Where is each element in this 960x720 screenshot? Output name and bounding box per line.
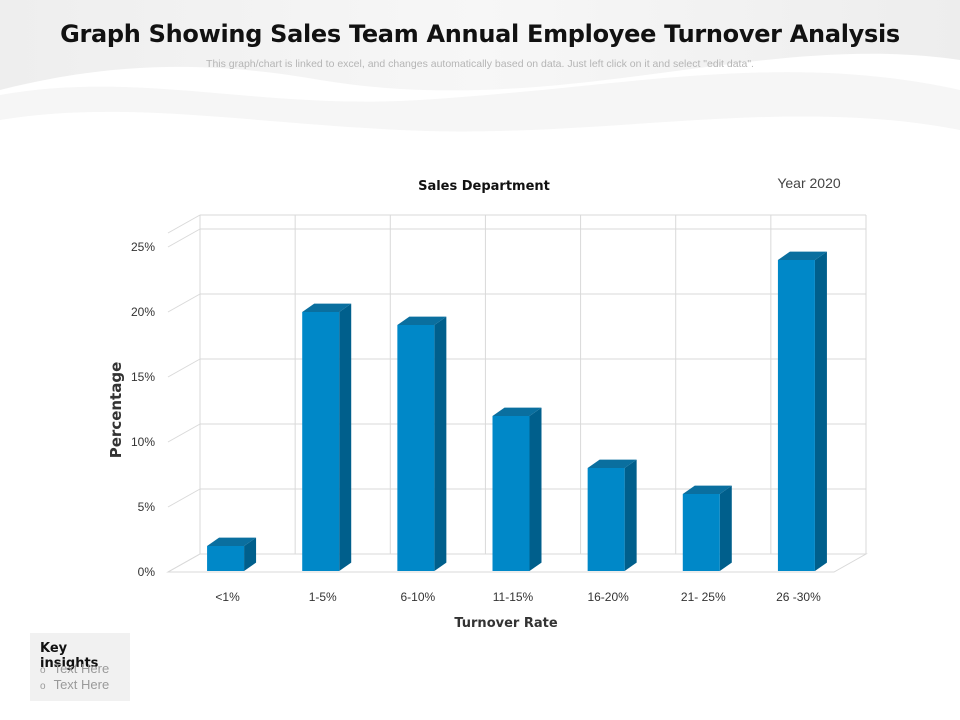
bullet-icon: o	[40, 681, 46, 692]
y-tick-label: 5%	[138, 500, 156, 514]
background-swoosh	[0, 0, 960, 132]
bar-top	[207, 537, 257, 546]
key-insight-item: o Text Here	[40, 661, 110, 676]
bar-side	[624, 459, 637, 571]
bar-side	[814, 251, 827, 571]
chart-title: Sales Department	[418, 179, 550, 194]
wall-side-top-edge	[167, 214, 201, 234]
y-axis-label: Percentage	[107, 362, 125, 459]
y-tick-label: 10%	[131, 435, 155, 449]
bar	[777, 260, 815, 571]
bar-top	[397, 316, 447, 325]
key-insight-item: o Text Here	[40, 677, 110, 692]
chart-floor	[166, 553, 868, 573]
y-tick-label: 25%	[131, 240, 155, 254]
x-tick-label: 11-15%	[493, 590, 534, 604]
bar-side	[244, 537, 257, 571]
bar-top	[682, 485, 732, 494]
x-axis-label: Turnover Rate	[454, 616, 558, 631]
x-tick-label: <1%	[215, 590, 240, 604]
bar-side	[434, 316, 447, 571]
gridline-side	[167, 488, 201, 508]
bar	[492, 416, 530, 571]
x-tick-label: 26 -30%	[776, 590, 821, 604]
x-tick-label: 16-20%	[587, 590, 629, 604]
bar-side	[719, 485, 732, 571]
bar-top	[492, 407, 542, 416]
gridline-side	[167, 358, 201, 378]
bar	[302, 312, 340, 571]
bar-top	[302, 303, 352, 312]
y-tick-label: 20%	[131, 305, 155, 319]
bullet-icon: o	[40, 665, 46, 676]
x-tick-label: 1-5%	[309, 590, 337, 604]
bar-top	[777, 251, 827, 260]
y-tick-label: 15%	[131, 370, 155, 384]
y-tick-label: 0%	[138, 565, 156, 579]
bar	[682, 494, 720, 571]
gridline-side	[167, 293, 201, 313]
year-annotation: Year 2020	[777, 175, 841, 191]
bar	[587, 468, 625, 571]
bar-side	[339, 303, 352, 571]
key-insights-title: Key insights	[40, 641, 99, 671]
bar	[207, 546, 245, 571]
key-insights-box: Key insights o Text Here o Text Here	[30, 633, 130, 701]
page-title: Graph Showing Sales Team Annual Employee…	[60, 20, 900, 48]
page-subtitle: This graph/chart is linked to excel, and…	[206, 58, 754, 70]
x-tick-label: 6-10%	[401, 590, 436, 604]
bar	[397, 325, 435, 571]
gridline-side	[167, 228, 201, 248]
gridline-side	[167, 423, 201, 443]
x-tick-label: 21- 25%	[681, 590, 726, 604]
bar-top	[587, 459, 637, 468]
bar-side	[529, 407, 542, 571]
